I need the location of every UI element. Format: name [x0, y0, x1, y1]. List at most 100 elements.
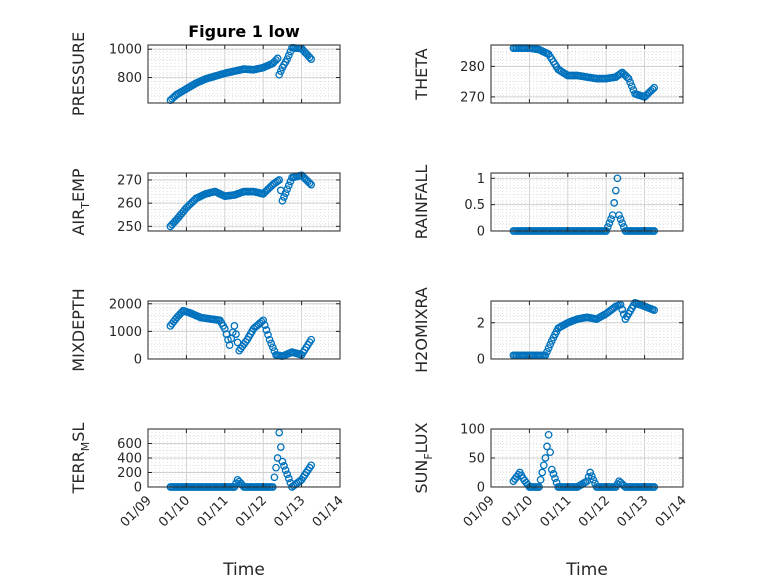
data-point: [547, 465, 556, 474]
x-tick-label: 01/09: [118, 493, 155, 530]
data-point: [284, 51, 293, 60]
x-tick-label: 01/14: [653, 493, 690, 530]
data-point: [544, 430, 553, 439]
data-point: [270, 473, 279, 482]
data-point: [280, 462, 288, 470]
x-tick-label: 01/11: [195, 493, 232, 530]
data-point: [275, 176, 284, 184]
x-tick-label: 01/09: [461, 493, 498, 530]
data-point: [276, 443, 285, 451]
data-point: [283, 55, 292, 63]
x-tick-label: 01/10: [499, 493, 536, 530]
data-markers: [166, 43, 316, 105]
data-point: [650, 83, 659, 92]
y-tick-label: 0: [134, 481, 142, 496]
data-point: [267, 339, 276, 348]
data-point: [546, 340, 555, 349]
data-point: [284, 474, 293, 483]
y-tick-label: 2000: [109, 297, 142, 312]
x-tick-label: 01/11: [538, 493, 575, 530]
data-point: [618, 305, 627, 314]
data-markers: [166, 171, 316, 231]
data-markers: [509, 44, 659, 101]
data-point: [615, 211, 623, 220]
y-axis-label: RAINFALL: [412, 165, 431, 240]
y-axis-label: TERRMSL: [69, 423, 92, 495]
data-point: [278, 196, 287, 205]
data-point: [536, 475, 545, 484]
data-point: [605, 219, 614, 227]
data-point: [589, 475, 598, 484]
y-tick-label: 0: [134, 353, 142, 368]
minor-grid: [490, 173, 684, 231]
minor-grid: [147, 45, 341, 103]
data-point: [543, 347, 551, 356]
data-point: [586, 468, 595, 477]
x-tick-label: 01/14: [310, 493, 347, 530]
data-point: [283, 185, 292, 194]
y-tick-label: 2: [477, 316, 485, 331]
data-point: [551, 474, 559, 483]
y-tick-label: 50: [468, 452, 485, 467]
y-tick-label: 280: [460, 60, 485, 75]
y-axis-label: PRESSURE: [69, 32, 88, 116]
data-point: [546, 448, 555, 457]
x-tick-label: 01/13: [614, 493, 651, 530]
data-point: [610, 199, 619, 207]
data-point: [538, 468, 547, 477]
data-point: [273, 54, 282, 63]
data-point: [616, 215, 625, 223]
y-axis-label: AIRTEMP: [69, 168, 92, 235]
data-point: [230, 322, 239, 330]
y-tick-label: 1000: [109, 43, 142, 58]
y-tick-label: 100: [460, 423, 485, 438]
minor-grid: [490, 429, 684, 487]
data-point: [603, 223, 612, 231]
y-tick-label: 0: [477, 481, 485, 496]
data-point: [264, 330, 272, 339]
y-axis-label: MIXDEPTH: [69, 288, 88, 371]
data-point: [539, 461, 548, 470]
data-point: [260, 321, 269, 330]
data-point: [305, 53, 314, 62]
subplot-theta: 270 280 THETA: [412, 44, 684, 105]
subplot-pressure: 800 1000 PRESSURE Figure 1 low: [69, 22, 341, 116]
data-point: [259, 316, 268, 325]
y-tick-label: 260: [117, 197, 142, 212]
x-tick-label: 01/13: [271, 493, 308, 530]
y-tick-label: 270: [460, 90, 485, 105]
y-axis-label: THETA: [412, 48, 431, 100]
y-tick-label: 250: [117, 220, 142, 235]
data-point: [272, 463, 280, 472]
y-tick-label: 0: [477, 225, 485, 240]
data-point: [618, 219, 627, 227]
data-point: [650, 306, 659, 314]
data-point: [541, 454, 550, 462]
axes-box: [147, 172, 341, 232]
x-axis-label: Time: [565, 560, 608, 580]
data-point: [611, 186, 620, 195]
y-tick-label: 800: [117, 71, 142, 86]
data-point: [232, 330, 240, 338]
data-point: [284, 181, 293, 190]
y-axis-label: H2OMIXRA: [412, 287, 431, 373]
data-point: [544, 344, 553, 352]
x-tick-label: 01/10: [156, 493, 193, 530]
x-tick-label: 01/12: [233, 493, 270, 530]
axes-box: [147, 300, 341, 360]
y-axis-label: SUNFLUX: [412, 422, 435, 493]
subplot-mixdepth: 0 1000 2000 MIXDEPTH: [69, 288, 341, 372]
data-point: [273, 454, 282, 462]
data-point: [307, 335, 316, 344]
data-point: [280, 193, 288, 201]
data-point: [627, 82, 636, 91]
data-point: [549, 470, 558, 478]
data-point: [278, 457, 287, 466]
data-point: [281, 466, 290, 474]
data-point: [613, 174, 622, 183]
chart-title: Figure 1 low: [188, 22, 300, 41]
axes-box: [490, 300, 684, 360]
minor-grid: [147, 173, 341, 231]
data-markers: [166, 306, 316, 361]
